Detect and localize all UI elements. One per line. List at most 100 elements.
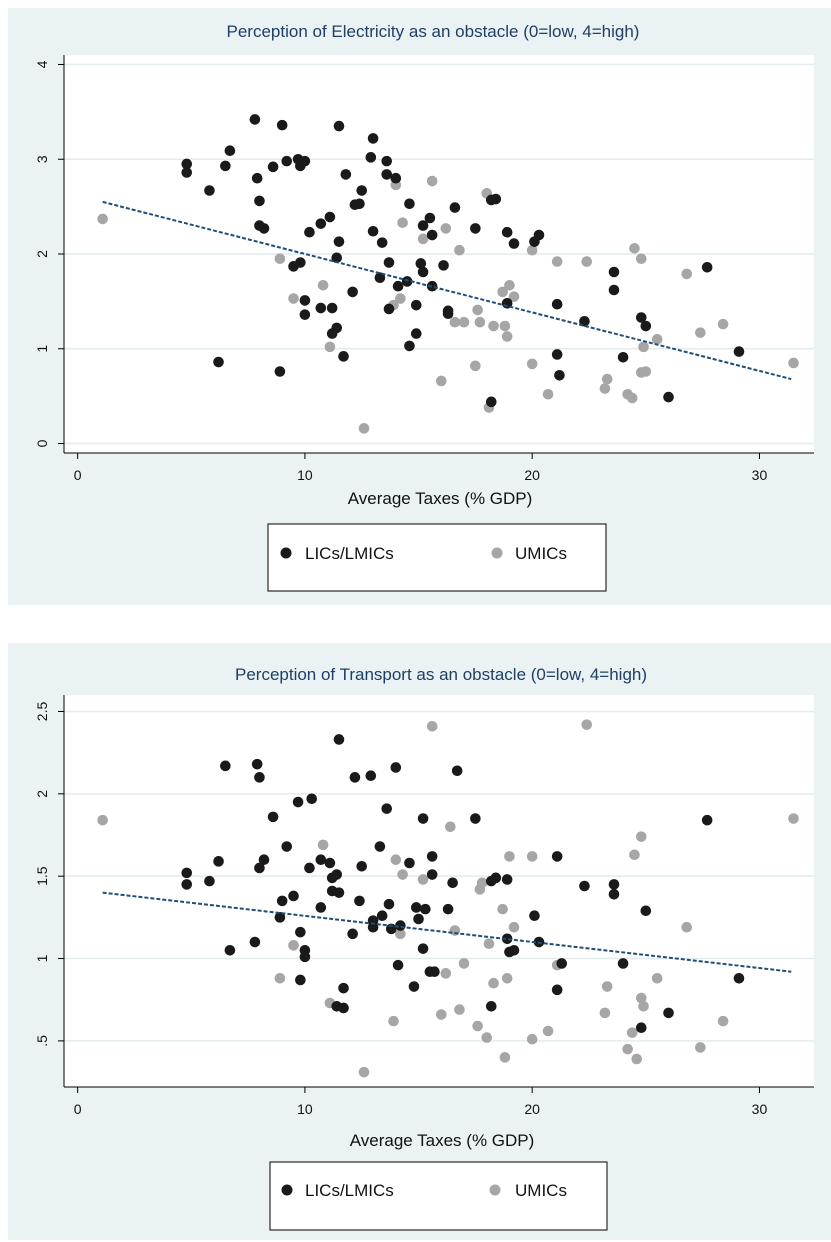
umics-point — [288, 293, 299, 304]
umics-point — [417, 233, 429, 245]
lics-point — [508, 944, 520, 956]
umics-point — [717, 318, 729, 330]
x-tick-label: 20 — [524, 467, 540, 483]
lics-point — [340, 169, 352, 180]
umics-point — [449, 925, 461, 936]
umics-point — [440, 223, 452, 234]
lics-point — [349, 772, 361, 783]
lics-point — [663, 1007, 674, 1019]
lics-point — [383, 898, 395, 910]
lics-point — [417, 220, 429, 231]
lics-point — [376, 237, 388, 248]
umics-point — [599, 1007, 611, 1019]
umics-point — [504, 279, 515, 291]
umics-point — [497, 286, 508, 298]
umics-point — [317, 839, 329, 851]
umics-point — [626, 392, 638, 404]
x-tick-label: 10 — [297, 467, 313, 483]
lics-point — [220, 160, 231, 172]
umics-point — [488, 977, 499, 989]
umics-point — [640, 366, 652, 377]
lics-point — [181, 867, 193, 879]
axes: .5 1 1.5 2 2.5 0 10 20 30 — [34, 695, 814, 1117]
lics-point — [251, 172, 263, 184]
umics-point — [417, 874, 429, 885]
umics-point — [501, 972, 513, 984]
legend-marker-umics — [491, 547, 503, 559]
lics-point — [663, 391, 674, 403]
lics-point — [258, 223, 270, 234]
x-tick-label: 20 — [524, 1101, 540, 1117]
lics-point — [617, 958, 629, 969]
lics-point — [381, 169, 393, 180]
lics-point — [213, 856, 224, 867]
lics-point — [442, 903, 454, 915]
umics-point — [426, 175, 438, 187]
lics-point — [410, 299, 422, 311]
umics-point — [488, 320, 499, 332]
umics-point — [788, 813, 799, 824]
lics-point — [556, 958, 568, 969]
lics-point — [367, 225, 379, 237]
lics-point — [331, 322, 343, 334]
lics-point — [417, 266, 429, 278]
lics-point — [447, 877, 458, 889]
lics-point — [438, 260, 449, 271]
umics-point — [497, 903, 508, 915]
x-tick-label: 0 — [74, 467, 82, 483]
lics-point — [354, 895, 365, 907]
lics-point — [276, 119, 288, 131]
lics-point — [304, 226, 315, 238]
plot-area — [64, 695, 814, 1087]
lics-point — [295, 974, 306, 986]
y-tick-label: 2.5 — [34, 702, 50, 722]
lics-point — [404, 857, 415, 869]
lics-point — [354, 198, 365, 210]
lics-point — [333, 734, 345, 745]
umics-point — [390, 854, 402, 866]
lics-point — [204, 185, 215, 196]
umics-point — [526, 851, 538, 862]
legend-marker-lics — [281, 1184, 293, 1196]
umics-point — [542, 1025, 554, 1037]
lics-point — [404, 198, 415, 210]
umics-point — [317, 279, 329, 291]
umics-point — [508, 921, 520, 933]
lics-point — [331, 252, 343, 264]
lics-point — [356, 860, 368, 872]
umics-point — [526, 358, 538, 370]
y-tick-label: .5 — [34, 1035, 50, 1047]
lics-point — [417, 943, 429, 954]
lics-point — [220, 760, 231, 772]
lics-point — [635, 1022, 647, 1034]
lics-point — [733, 346, 745, 357]
umics-point — [474, 316, 486, 328]
umics-point — [638, 1000, 649, 1012]
umics-point — [501, 331, 513, 342]
lics-point — [429, 966, 440, 978]
umics-point — [458, 316, 470, 328]
legend: LICs/LMICs UMICs — [269, 1161, 608, 1231]
x-tick-label: 10 — [297, 1101, 313, 1117]
lics-point — [579, 315, 590, 327]
legend: LICs/LMICs UMICs — [267, 523, 607, 592]
umics-point — [388, 1015, 399, 1027]
umics-point — [601, 981, 613, 992]
lics-point — [392, 959, 404, 971]
lics-point — [338, 1002, 349, 1014]
lics-point — [554, 369, 565, 381]
x-tick-label: 0 — [74, 1101, 82, 1117]
lics-point — [333, 236, 345, 247]
umics-point — [454, 1004, 465, 1015]
umics-point — [788, 357, 799, 369]
x-tick-label: 30 — [752, 1101, 768, 1117]
lics-point — [365, 770, 377, 782]
lics-point — [410, 902, 422, 913]
lics-point — [640, 905, 652, 917]
lics-point — [324, 211, 336, 223]
legend-label-umics: UMICs — [515, 544, 567, 563]
lics-point — [315, 302, 327, 314]
lics-point — [608, 266, 620, 278]
lics-point — [383, 303, 395, 315]
umics-point — [635, 831, 647, 842]
